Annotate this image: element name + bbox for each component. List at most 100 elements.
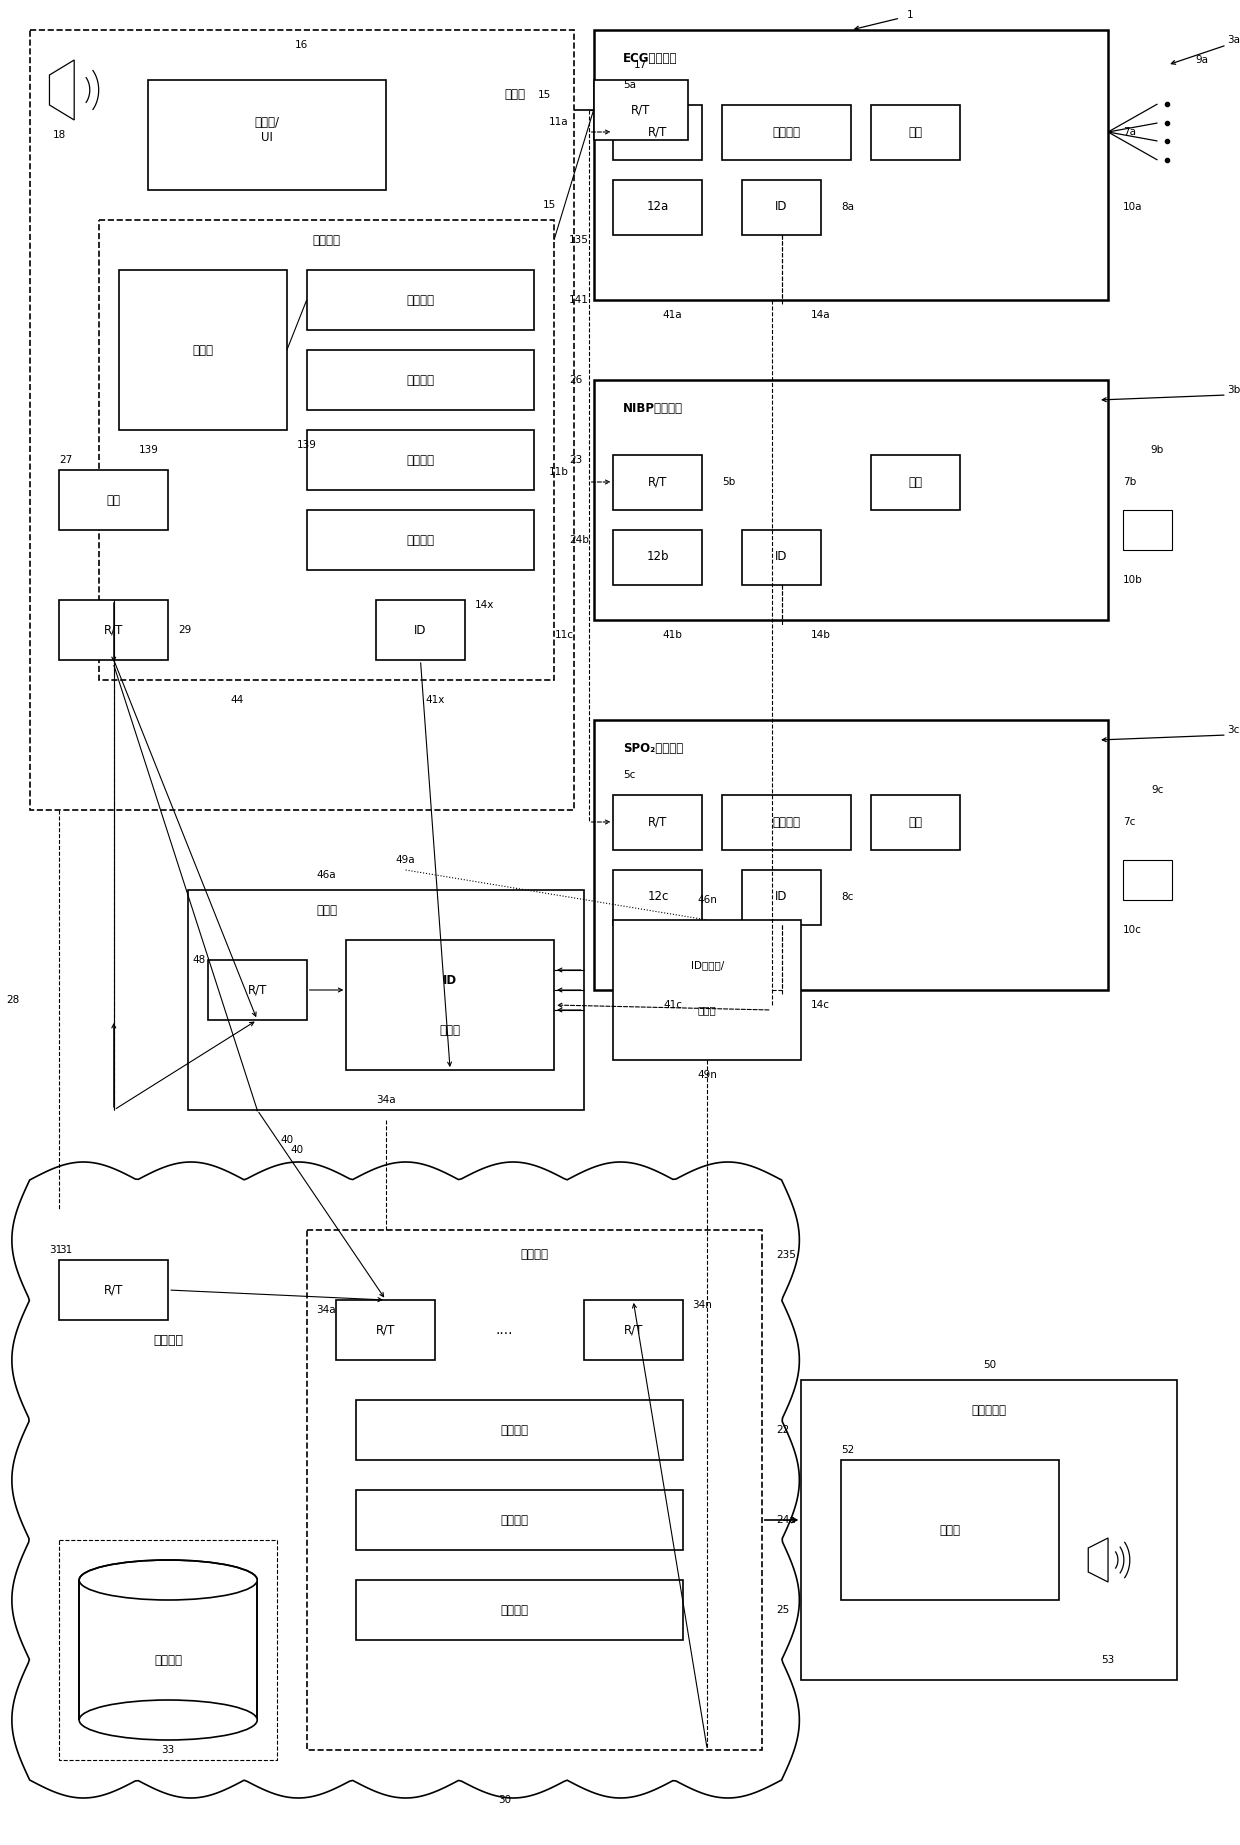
FancyBboxPatch shape (801, 1380, 1177, 1681)
Text: 8a: 8a (841, 201, 854, 212)
FancyBboxPatch shape (584, 1301, 683, 1360)
Text: 34a: 34a (376, 1094, 396, 1105)
Text: 24b: 24b (569, 535, 589, 544)
Text: 25: 25 (776, 1605, 790, 1614)
Text: ID: ID (414, 624, 427, 637)
FancyBboxPatch shape (841, 1459, 1059, 1600)
Text: 18: 18 (53, 129, 66, 140)
Text: 10b: 10b (1123, 576, 1142, 585)
Text: ID: ID (775, 201, 787, 214)
Text: 5b: 5b (722, 478, 735, 487)
Text: 33: 33 (161, 1745, 175, 1755)
Text: 电池: 电池 (107, 493, 120, 507)
FancyBboxPatch shape (614, 456, 702, 509)
Text: 14a: 14a (811, 310, 831, 319)
FancyBboxPatch shape (119, 269, 286, 430)
Text: 情境警报: 情境警报 (407, 533, 434, 546)
Text: 14b: 14b (811, 629, 831, 640)
Text: R/T: R/T (649, 476, 667, 489)
Text: 7b: 7b (1123, 478, 1136, 487)
FancyBboxPatch shape (594, 30, 1109, 301)
Polygon shape (1089, 1539, 1109, 1581)
Text: 53: 53 (1101, 1655, 1115, 1664)
Text: 49a: 49a (396, 854, 415, 865)
FancyBboxPatch shape (614, 530, 702, 585)
FancyBboxPatch shape (30, 30, 574, 810)
Text: 7c: 7c (1123, 817, 1136, 827)
Text: 10c: 10c (1123, 924, 1142, 935)
FancyBboxPatch shape (306, 269, 534, 330)
FancyBboxPatch shape (99, 220, 554, 681)
Text: 29: 29 (179, 625, 191, 635)
Text: 41a: 41a (663, 310, 682, 319)
Text: 活动分析: 活动分析 (407, 373, 434, 386)
FancyBboxPatch shape (346, 939, 554, 1070)
Text: R/T: R/T (104, 1284, 124, 1297)
Text: 主机网络: 主机网络 (154, 1334, 184, 1347)
Text: R/T: R/T (624, 1323, 642, 1336)
Text: 计算系统: 计算系统 (521, 1249, 548, 1262)
Text: 15: 15 (537, 90, 551, 100)
Text: 电池: 电池 (908, 125, 923, 138)
Text: 31: 31 (50, 1245, 63, 1255)
Text: ID: ID (775, 891, 787, 904)
Polygon shape (50, 61, 74, 120)
Text: 12a: 12a (647, 201, 670, 214)
Text: 中央监测站: 中央监测站 (972, 1404, 1007, 1417)
FancyBboxPatch shape (356, 1579, 683, 1640)
Text: 11a: 11a (549, 116, 569, 127)
Text: NIBP感测设备: NIBP感测设备 (624, 402, 683, 415)
FancyBboxPatch shape (60, 600, 169, 661)
Text: 41c: 41c (663, 1000, 682, 1009)
FancyBboxPatch shape (1123, 509, 1172, 550)
Text: 存储系统: 存储系统 (407, 293, 434, 306)
Text: ....: .... (496, 1323, 513, 1338)
Text: 23: 23 (569, 456, 582, 465)
Text: 40: 40 (290, 1146, 304, 1155)
Text: 处理器: 处理器 (192, 343, 213, 356)
Text: 24a: 24a (776, 1515, 796, 1526)
Text: 26: 26 (569, 375, 582, 386)
Polygon shape (12, 1162, 800, 1799)
Text: 电池: 电池 (908, 476, 923, 489)
FancyBboxPatch shape (149, 79, 386, 190)
Text: 31: 31 (60, 1245, 73, 1255)
Text: 41b: 41b (663, 629, 683, 640)
Text: 医疗记录: 医疗记录 (154, 1653, 182, 1666)
Text: 加速度计: 加速度计 (773, 125, 801, 138)
Text: 139: 139 (139, 445, 159, 456)
Text: ID: ID (775, 550, 787, 563)
Text: 11b: 11b (549, 467, 569, 478)
Text: 235: 235 (776, 1251, 796, 1260)
Text: 集线器: 集线器 (503, 89, 525, 101)
FancyBboxPatch shape (870, 105, 960, 161)
FancyBboxPatch shape (376, 600, 465, 661)
Text: 40: 40 (280, 1135, 294, 1146)
Text: 34n: 34n (692, 1301, 713, 1310)
Text: 1: 1 (906, 9, 914, 20)
FancyBboxPatch shape (208, 959, 306, 1020)
FancyBboxPatch shape (356, 1491, 683, 1550)
FancyBboxPatch shape (742, 871, 821, 924)
Text: 46a: 46a (316, 871, 336, 880)
Ellipse shape (79, 1561, 257, 1600)
FancyBboxPatch shape (60, 470, 169, 530)
FancyBboxPatch shape (336, 1301, 435, 1360)
Text: 8c: 8c (841, 891, 853, 902)
Text: 9a: 9a (1195, 55, 1209, 65)
FancyBboxPatch shape (722, 795, 851, 851)
Text: 28: 28 (6, 994, 20, 1006)
Text: 15: 15 (542, 199, 556, 210)
Text: 34a: 34a (316, 1304, 336, 1315)
FancyBboxPatch shape (594, 79, 687, 140)
Text: 计算系统: 计算系统 (312, 234, 341, 247)
Text: 9b: 9b (1151, 445, 1164, 456)
FancyBboxPatch shape (306, 351, 534, 410)
FancyBboxPatch shape (742, 181, 821, 234)
FancyBboxPatch shape (870, 456, 960, 509)
Text: 情境警报: 情境警报 (501, 1513, 528, 1526)
Text: 27: 27 (60, 456, 73, 465)
FancyBboxPatch shape (614, 105, 702, 161)
Text: 3b: 3b (1226, 386, 1240, 395)
Text: 充电器: 充电器 (316, 904, 337, 917)
